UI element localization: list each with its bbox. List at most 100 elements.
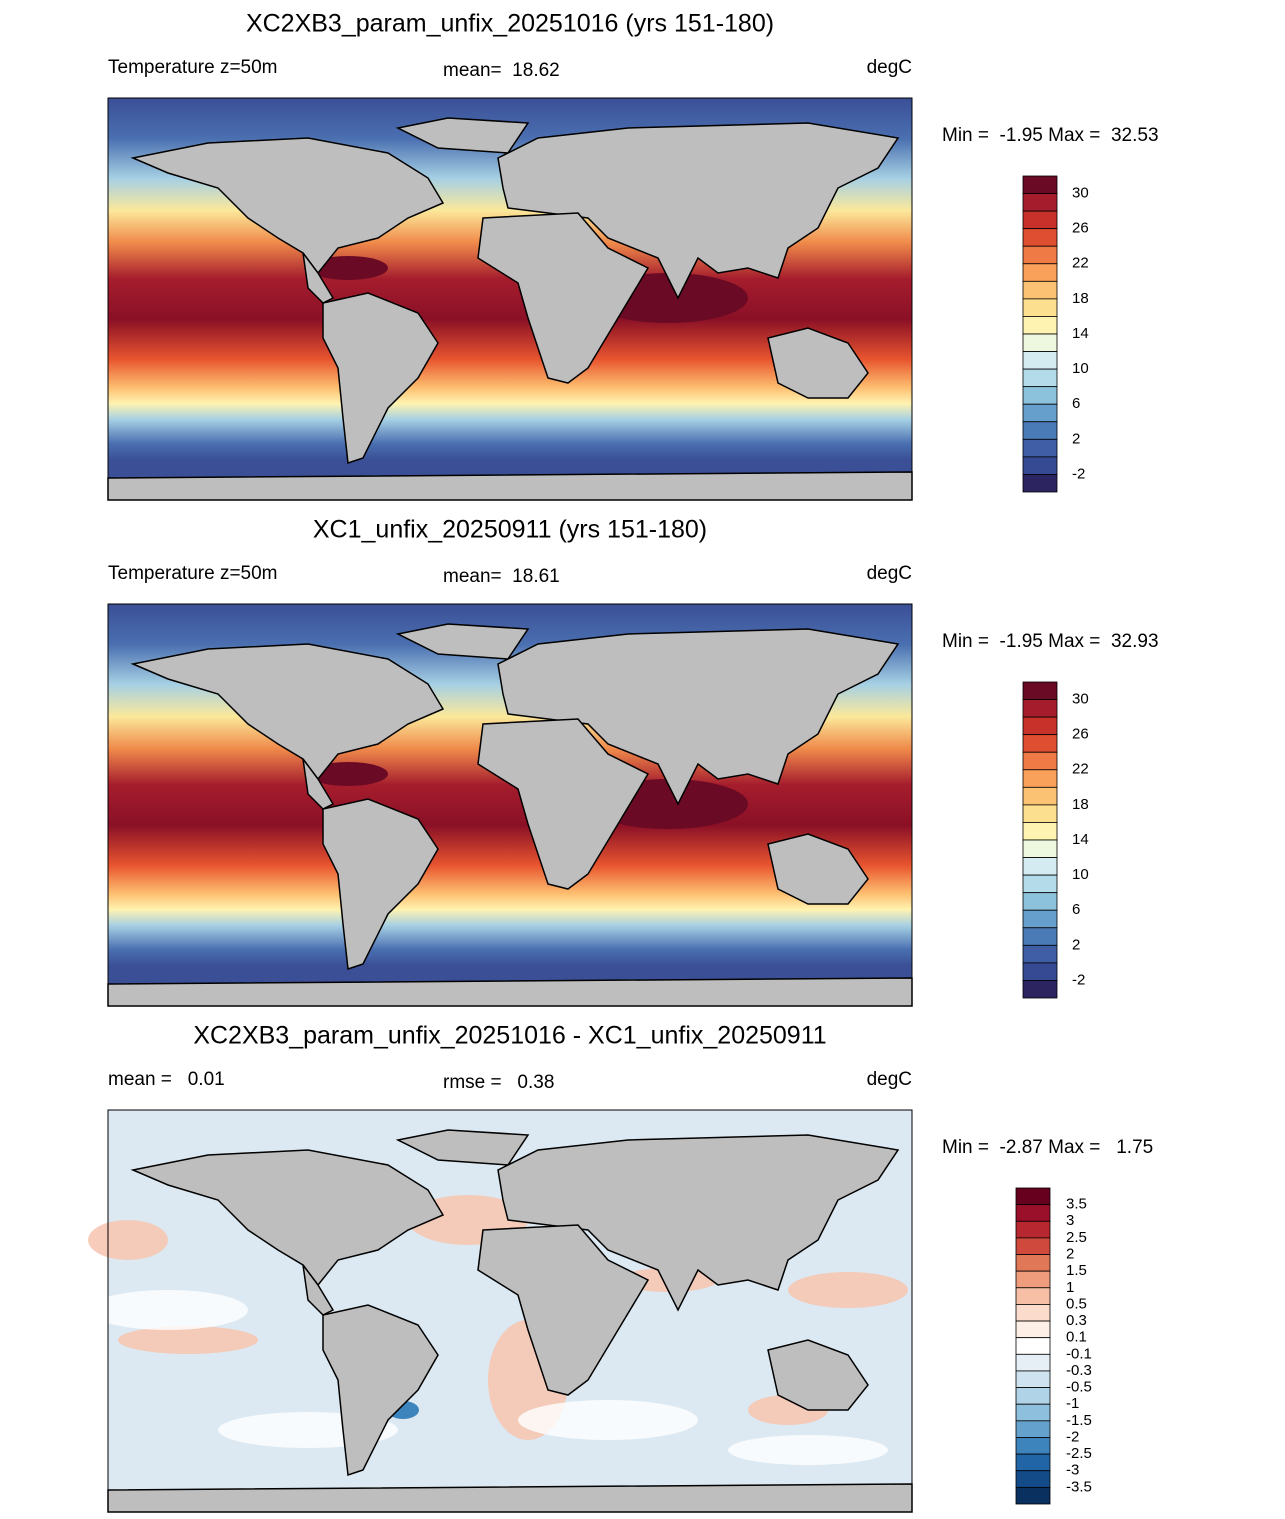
colorbar-label: 2.5 [1066, 1229, 1087, 1246]
warm-pool [308, 256, 388, 280]
colorbar-box [1015, 1437, 1051, 1455]
colorbar-box [1022, 822, 1058, 841]
colorbar-box [1022, 333, 1058, 352]
colorbar-box [1022, 403, 1058, 423]
colorbar-box [1022, 386, 1058, 405]
colorbar-box [1022, 263, 1058, 282]
colorbar-label: -2 [1066, 1428, 1079, 1445]
colorbar-label: 22 [1072, 255, 1089, 272]
colorbar-box [1022, 280, 1058, 300]
panel: XC2XB3_param_unfix_20251016 (yrs 151-180… [107, 10, 1159, 501]
colorbar-box [1015, 1204, 1051, 1222]
colorbar-box [1015, 1187, 1051, 1206]
colorbar-label: -0.5 [1066, 1379, 1092, 1396]
colorbar-box [1022, 734, 1058, 753]
panel-title: XC1_unfix_20250911 (yrs 151-180) [313, 516, 707, 544]
colorbar-box [1022, 681, 1058, 700]
colorbar-box [1022, 716, 1058, 736]
colorbar-label: -0.3 [1066, 1362, 1092, 1379]
colorbar-box [1022, 210, 1058, 230]
map [107, 97, 913, 501]
center-label: mean= 18.62 [443, 60, 560, 81]
colorbar-box [1015, 1320, 1051, 1339]
colorbar-box [1022, 874, 1058, 894]
colorbar-box [1015, 1370, 1051, 1388]
colorbar-box [1022, 962, 1058, 981]
anomaly [118, 1326, 258, 1354]
map-frame [107, 603, 913, 1007]
colorbar-label: 18 [1072, 290, 1089, 307]
colorbar-box [1015, 1287, 1051, 1305]
colorbar-label: 10 [1072, 360, 1089, 377]
colorbar: 30 26 22 18 14 10 6 2 -2 [1022, 175, 1089, 493]
min-max: Min = -2.87 Max = 1.75 [942, 1137, 1153, 1158]
colorbar-box [1015, 1470, 1051, 1488]
colorbar-label: 2 [1066, 1245, 1074, 1262]
colorbar-label: 2 [1072, 936, 1080, 953]
colorbar-label: 10 [1072, 866, 1089, 883]
panel-title: XC2XB3_param_unfix_20251016 (yrs 151-180… [246, 10, 774, 38]
colorbar-box [1015, 1220, 1051, 1239]
anomaly [88, 1290, 248, 1330]
colorbar-box [1015, 1486, 1051, 1505]
colorbar-box [1015, 1237, 1051, 1255]
colorbar-box [1022, 927, 1058, 946]
colorbar-box [1022, 769, 1058, 788]
left-label: mean = 0.01 [108, 1069, 225, 1090]
colorbar-box [1022, 421, 1058, 440]
colorbar-label: -2.5 [1066, 1445, 1092, 1462]
colorbar-box [1015, 1337, 1051, 1355]
colorbar-box [1015, 1353, 1051, 1372]
center-label: mean= 18.61 [443, 566, 560, 587]
colorbar-box [1015, 1453, 1051, 1472]
colorbar-box [1022, 944, 1058, 964]
anomaly [788, 1272, 908, 1308]
colorbar-label: 22 [1072, 761, 1089, 778]
colorbar-label: -3.5 [1066, 1478, 1092, 1495]
colorbar-box [1015, 1270, 1051, 1289]
colorbar-box [1022, 699, 1058, 718]
units-label: degC [867, 1069, 912, 1090]
colorbar-box [1022, 909, 1058, 929]
colorbar-label: 3.5 [1066, 1196, 1087, 1213]
colorbar-box [1022, 298, 1058, 317]
colorbar-label: 6 [1072, 395, 1080, 412]
colorbar-box [1022, 980, 1058, 999]
units-label: degC [867, 57, 912, 78]
colorbar-box [1015, 1387, 1051, 1405]
colorbar: 3.532.521.510.50.30.1-0.1-0.3-0.5-1-1.5-… [1015, 1187, 1092, 1505]
center-label: rmse = 0.38 [443, 1072, 554, 1093]
colorbar-label: 26 [1072, 220, 1089, 237]
colorbar-label: 30 [1072, 185, 1089, 202]
colorbar-box [1022, 351, 1058, 370]
colorbar-box [1022, 175, 1058, 194]
colorbar-box [1022, 368, 1058, 388]
colorbar-label: 26 [1072, 726, 1089, 743]
warm-pool [308, 762, 388, 786]
colorbar-label: -2 [1072, 465, 1085, 482]
map [88, 1109, 913, 1513]
anomaly [728, 1435, 888, 1465]
colorbar-box [1022, 228, 1058, 247]
colorbar-label: 3 [1066, 1212, 1074, 1229]
colorbar-box [1022, 804, 1058, 823]
anomaly [88, 1220, 168, 1260]
left-label: Temperature z=50m [108, 563, 278, 584]
panel: XC1_unfix_20250911 (yrs 151-180) Temperat… [107, 516, 1159, 1007]
colorbar-box [1022, 751, 1058, 771]
colorbar-box [1022, 474, 1058, 493]
colorbar-box [1022, 786, 1058, 806]
colorbar-box [1015, 1420, 1051, 1438]
colorbar-box [1022, 839, 1058, 858]
panel-title: XC2XB3_param_unfix_20251016 - XC1_unfix_… [193, 1022, 826, 1050]
left-label: Temperature z=50m [108, 57, 278, 78]
colorbar-box [1022, 456, 1058, 475]
colorbar-label: -3 [1066, 1462, 1079, 1479]
colorbar-label: -1.5 [1066, 1412, 1092, 1429]
colorbar-label: -1 [1066, 1395, 1079, 1412]
panel: XC2XB3_param_unfix_20251016 - XC1_unfix_… [88, 1022, 1153, 1513]
anomaly [518, 1400, 698, 1440]
colorbar-label: 30 [1072, 691, 1089, 708]
colorbar-box [1015, 1304, 1051, 1322]
